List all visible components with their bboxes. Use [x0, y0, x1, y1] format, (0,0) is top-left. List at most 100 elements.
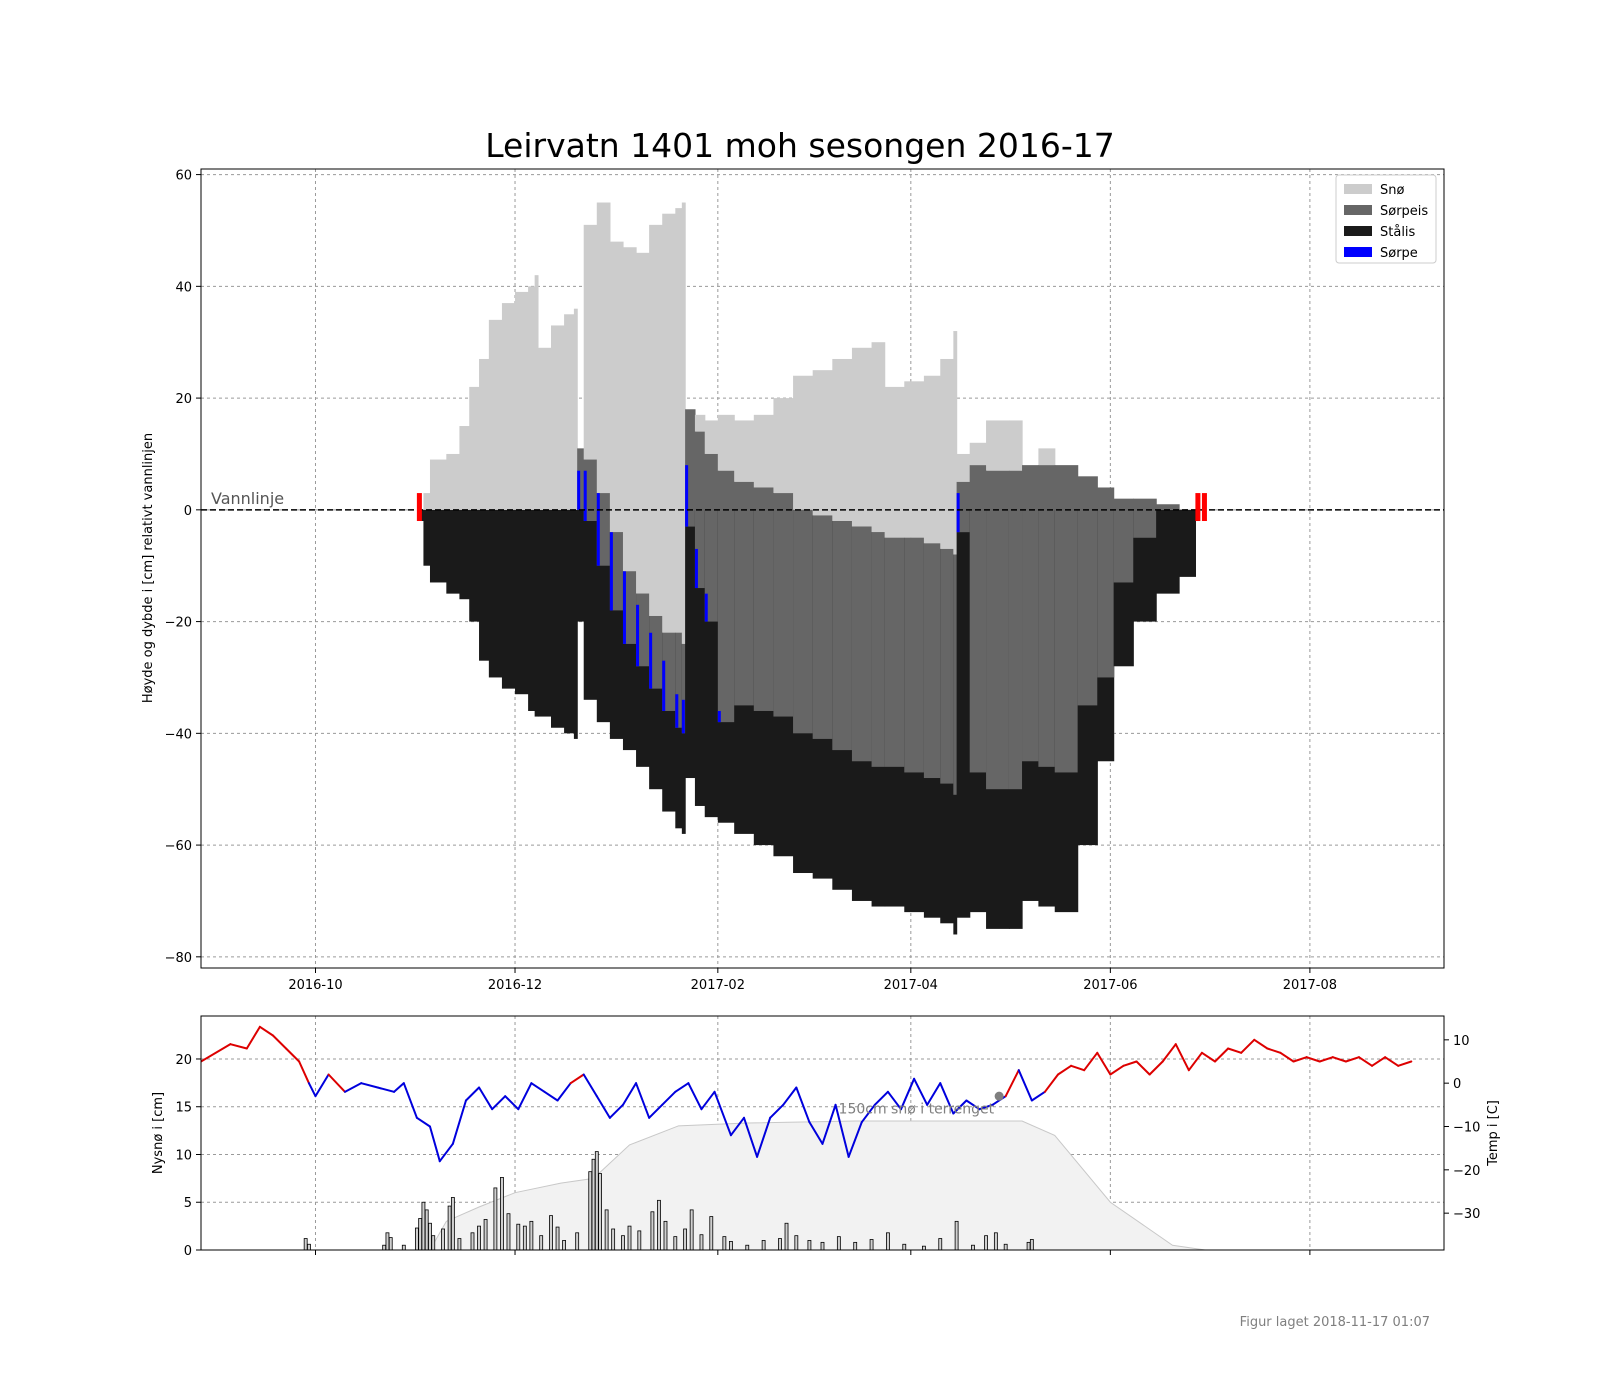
legend-swatch [1344, 247, 1372, 257]
legend-label: Snø [1380, 183, 1404, 198]
new-snow-bar [522, 1225, 527, 1250]
sorpeis-bar [953, 554, 958, 795]
sno-bar [479, 358, 490, 510]
temperature-segment [847, 1121, 863, 1158]
new-snow-bar [447, 1205, 452, 1250]
new-snow-bar [836, 1236, 841, 1250]
new-snow-bar [493, 1187, 498, 1250]
stalis-bar [1179, 509, 1196, 577]
legend-label: Sørpe [1380, 246, 1418, 261]
x-tick-label: 2017-06 [1083, 978, 1137, 993]
temperature-segment [1266, 1047, 1282, 1054]
x-tick-label: 2017-08 [1283, 978, 1337, 993]
figure-timestamp: Figur laget 2018-11-17 01:07 [1239, 1315, 1430, 1330]
new-snow-bar [621, 1235, 625, 1250]
new-snow-bar [820, 1241, 825, 1250]
temperature-segment [595, 1095, 611, 1119]
sno-bar [501, 303, 516, 510]
temperature-segment [1227, 1047, 1243, 1054]
sorpeis-bar [940, 548, 954, 784]
sub-axes-frame [200, 1015, 1445, 1251]
sno-bar [573, 308, 578, 510]
new-snow-bar [598, 1173, 602, 1250]
temperature-segment [258, 1025, 274, 1037]
new-snow-bar [457, 1238, 462, 1250]
new-snow-bar [401, 1244, 406, 1250]
temperature-segment [504, 1095, 520, 1111]
sno-bar [793, 375, 814, 510]
sorpeis-bar [812, 515, 833, 739]
temperature-segment [1318, 1056, 1334, 1063]
sno-bar [734, 420, 755, 482]
new-snow-bar [853, 1241, 858, 1250]
sorpe-bar [583, 470, 587, 522]
temperature-segment [687, 1082, 703, 1111]
temperature-segment [965, 1099, 981, 1111]
new-snow-bar [555, 1226, 560, 1250]
sno-bar [832, 358, 853, 522]
temperature-segment [873, 1090, 889, 1106]
temperature-segment [1096, 1051, 1112, 1076]
temperature-segment [1004, 1069, 1020, 1098]
temperature-segment [1371, 1056, 1387, 1067]
new-snow-bar [382, 1244, 387, 1250]
new-snow-bar [922, 1245, 926, 1250]
temperature-segment [201, 1043, 232, 1063]
legend-swatch [1344, 226, 1372, 236]
new-snow-bar [611, 1228, 616, 1250]
sno-bar [551, 325, 565, 510]
new-snow-bar [450, 1197, 455, 1250]
temperature-segment [1357, 1056, 1374, 1067]
sorpeis-bar [577, 448, 585, 510]
temperature-segment [271, 1034, 288, 1050]
new-snow-bar [575, 1232, 580, 1250]
sorpeis-bar [884, 537, 905, 767]
sorpe-bar [956, 493, 960, 533]
sno-bar [753, 414, 775, 488]
new-snow-bar [477, 1225, 481, 1250]
stalis-bar [956, 509, 971, 918]
temperature-segment [245, 1025, 261, 1050]
sno-bar [1038, 448, 1056, 466]
temperature-segment [307, 1082, 317, 1098]
new-snow-bar [699, 1234, 704, 1250]
stalis-bar [420, 509, 425, 522]
temperature-segment [491, 1095, 507, 1111]
sorpeis-bar [1113, 498, 1134, 583]
sorpeis-bar [704, 453, 719, 622]
temperature-segment [1017, 1069, 1033, 1102]
y-tick-label: 20 [175, 1053, 192, 1068]
sno-bar [953, 331, 958, 555]
temperature-segment [700, 1090, 716, 1111]
sorpeis-bar [649, 615, 663, 689]
sorpeis-bar [969, 465, 987, 773]
new-snow-bar [650, 1211, 655, 1250]
temperature-segment [608, 1103, 624, 1119]
temperature-segment [1174, 1043, 1190, 1072]
chart-title: Leirvatn 1401 moh sesongen 2016-17 [485, 126, 1115, 165]
sorpeis-bar [622, 571, 637, 644]
y-tick-label: −80 [165, 951, 192, 966]
new-snow-bar [562, 1240, 566, 1250]
new-snow-bar [418, 1218, 423, 1250]
temperature-segment [1148, 1060, 1164, 1076]
temperature-segment [556, 1082, 572, 1102]
temperature-segment [1292, 1056, 1308, 1063]
temperature-segment [229, 1043, 248, 1050]
sorpeis-bar [685, 409, 696, 527]
sorpeis-bar [1156, 504, 1180, 510]
temperature-segment [886, 1090, 903, 1111]
temperature-segment [661, 1090, 677, 1106]
sno-bar [622, 247, 637, 572]
sorpeis-bar [1133, 498, 1157, 538]
new-snow-bar [689, 1209, 694, 1250]
legend-swatch [1344, 205, 1372, 215]
temperature-segment [1200, 1051, 1217, 1063]
sno-bar [717, 414, 735, 471]
sno-bar [446, 453, 461, 510]
main-axes-frame [200, 168, 1445, 969]
sorpeis-bar [662, 632, 676, 711]
temperature-segment [543, 1090, 559, 1102]
sorpeis-bar [1008, 470, 1023, 790]
temperature-segment [1397, 1060, 1413, 1067]
